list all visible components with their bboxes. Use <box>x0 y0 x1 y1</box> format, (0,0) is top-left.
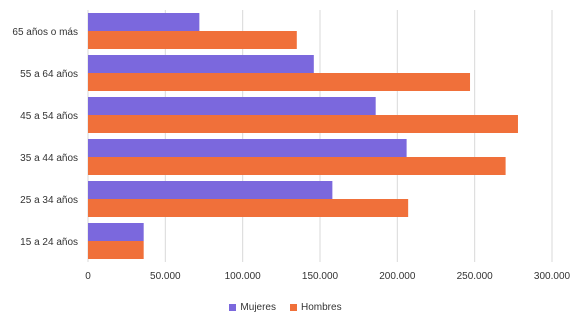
category-label-5: 15 a 24 años <box>20 237 78 248</box>
bar-mujeres-4 <box>88 181 333 199</box>
bar-hombres-5 <box>88 241 144 259</box>
bar-hombres-1 <box>88 73 471 91</box>
bar-mujeres-5 <box>88 223 144 241</box>
bar-mujeres-3 <box>88 139 407 157</box>
bar-mujeres-1 <box>88 55 314 73</box>
x-tick-label-2: 100.000 <box>225 271 262 282</box>
bar-hombres-4 <box>88 199 409 217</box>
category-label-4: 25 a 34 años <box>20 195 78 206</box>
grid-layer <box>87 10 553 262</box>
category-label-0: 65 años o más <box>12 27 78 38</box>
bar-chart: 0 50.000 100.000 150.000 200.000 250.000 300.0… <box>12 10 571 282</box>
x-tick-label-1: 50.000 <box>150 271 181 282</box>
bar-layer <box>88 13 518 259</box>
bar-mujeres-2 <box>88 97 376 115</box>
legend-swatch-hombres <box>290 304 297 311</box>
legend: Mujeres Hombres <box>0 302 571 313</box>
legend-item-hombres: Hombres <box>290 302 342 313</box>
x-tick-label-6: 300.000 <box>534 271 571 282</box>
category-label-3: 35 a 44 años <box>20 153 78 164</box>
x-tick-label-0: 0 <box>85 271 91 282</box>
label-layer: 0 50.000 100.000 150.000 200.000 250.000 300.0… <box>12 27 570 282</box>
bar-hombres-3 <box>88 157 506 175</box>
bar-mujeres-0 <box>88 13 200 31</box>
bar-hombres-2 <box>88 115 518 133</box>
category-label-2: 45 a 54 años <box>20 111 78 122</box>
bar-hombres-0 <box>88 31 297 49</box>
legend-label-mujeres: Mujeres <box>240 302 276 313</box>
x-tick-label-4: 200.000 <box>379 271 416 282</box>
legend-swatch-mujeres <box>229 304 237 311</box>
category-label-1: 55 a 64 años <box>20 69 78 80</box>
x-tick-label-3: 150.000 <box>302 271 339 282</box>
legend-item-mujeres: Mujeres <box>229 302 276 313</box>
legend-label-hombres: Hombres <box>301 302 342 313</box>
x-tick-label-5: 250.000 <box>457 271 494 282</box>
